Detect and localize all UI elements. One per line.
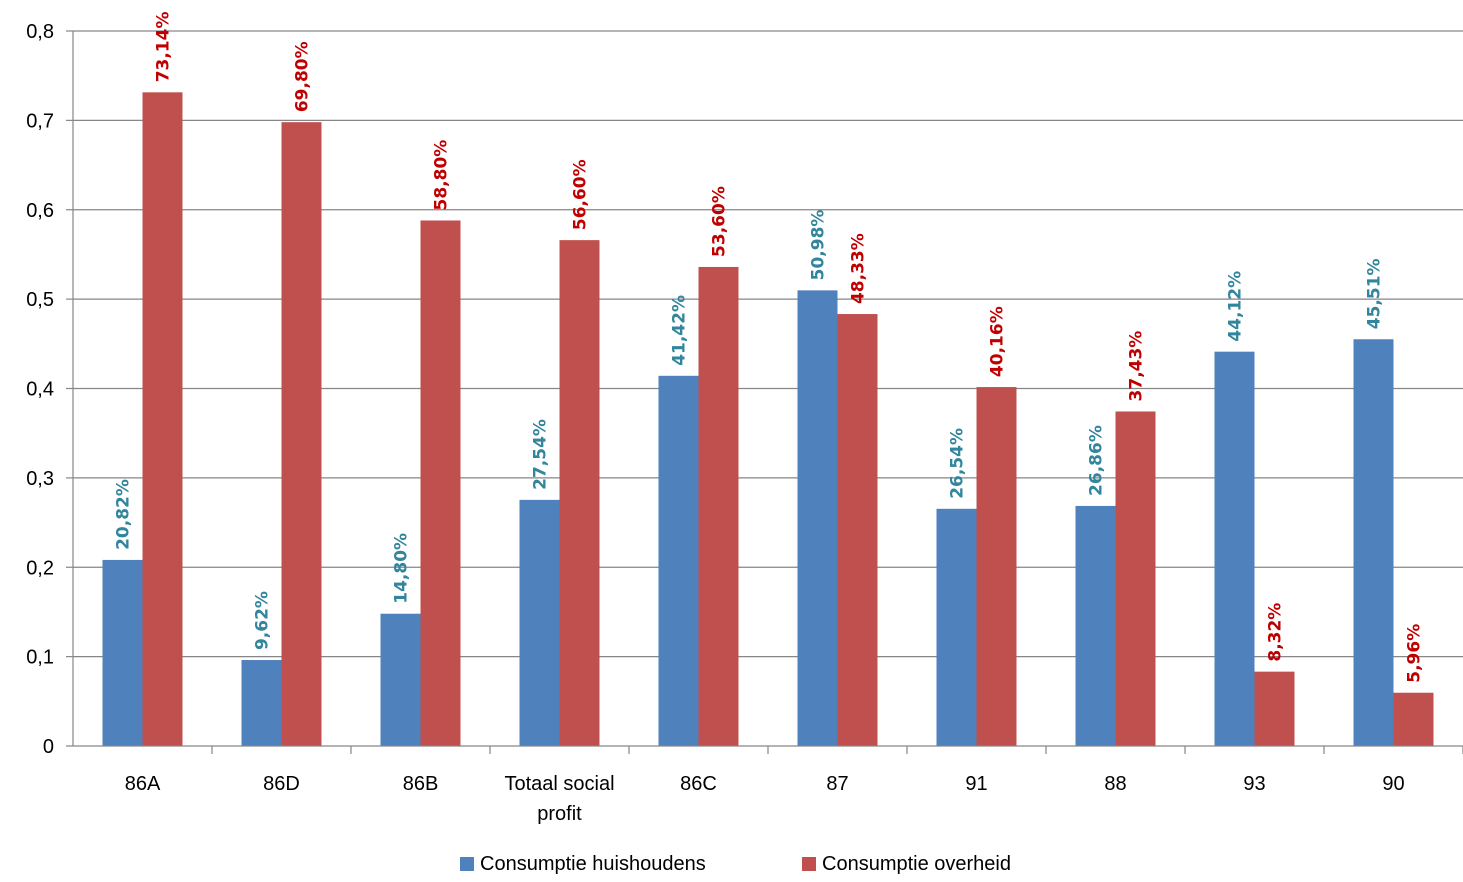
legend-swatch [460,857,474,871]
bar-overheid [1115,411,1156,746]
legend-label: Consumptie huishoudens [480,853,706,875]
bar-overheid [142,92,183,746]
data-label: 45,51% [1365,258,1385,329]
bar-huishoudens [797,290,838,746]
y-tick-label: 0,3 [26,468,54,490]
data-label: 5,96% [1405,624,1425,683]
bar-huishoudens [1353,339,1394,746]
bar-huishoudens [241,660,282,746]
x-tick-label: 93 [1243,773,1265,795]
data-label: 9,62% [253,591,273,650]
data-label: 37,43% [1127,331,1147,402]
data-label: 8,32% [1266,603,1286,662]
data-label: 69,80% [293,41,313,112]
data-label: 20,82% [114,479,134,550]
legend-swatch [802,857,816,871]
y-tick-label: 0,1 [26,647,54,669]
legend-label: Consumptie overheid [822,853,1011,875]
bar-overheid [559,240,600,746]
bar-overheid [420,220,461,747]
y-tick-label: 0,2 [26,557,54,579]
data-label: 26,54% [948,428,968,499]
x-tick-label: 91 [965,773,987,795]
data-labels: 20,82% 73,14% 9,62% 69,80% 14,80% 58,80% 27,54… [114,11,1425,682]
bar-huishoudens [1075,505,1116,746]
data-label: 44,12% [1226,271,1246,342]
data-label: 50,98% [809,210,829,281]
bar-overheid [698,266,739,746]
x-tick-label: 86A [125,773,161,795]
data-label: 56,60% [571,159,591,230]
data-label: 73,14% [154,11,174,82]
x-tick-label: 88 [1104,773,1126,795]
y-tick-label: 0,7 [26,110,54,132]
bar-huishoudens [1214,351,1255,746]
y-tick-label: 0,8 [26,21,54,43]
x-tick-label: Totaal social [504,773,614,795]
bar-huishoudens [936,508,977,746]
y-tick-label: 0,4 [26,379,54,401]
x-tick-label: 90 [1382,773,1404,795]
data-label: 27,54% [531,419,551,490]
x-tick-label: 87 [826,773,848,795]
bar-overheid [1254,671,1295,746]
x-tick-label: profit [537,803,582,825]
bar-huishoudens [380,613,421,746]
data-label: 40,16% [988,306,1008,377]
data-label: 58,80% [432,140,452,211]
bar-huishoudens [519,499,560,746]
x-tick-label: 86B [403,773,439,795]
legend: Consumptie huishoudens Consumptie overhei… [460,853,1011,875]
data-label: 48,33% [849,233,869,304]
data-label: 26,86% [1087,425,1107,496]
bar-huishoudens [102,559,143,746]
axes: 0 0,1 0,2 0,3 0,4 0,5 0,6 0,7 0,8 86A 86D 86B Totaal… [26,21,1463,825]
x-tick-label: 86C [680,773,717,795]
bar-overheid [976,387,1017,746]
y-tick-label: 0 [43,736,54,758]
bars [102,92,1434,747]
bar-overheid [281,122,322,747]
y-tick-label: 0,5 [26,289,54,311]
x-tick-label: 86D [263,773,300,795]
data-label: 41,42% [670,295,690,366]
y-tick-label: 0,6 [26,200,54,222]
bar-overheid [1393,692,1434,746]
data-label: 14,80% [392,533,412,604]
data-label: 53,60% [710,186,730,257]
bar-overheid [837,314,878,746]
bar-huishoudens [658,375,699,746]
